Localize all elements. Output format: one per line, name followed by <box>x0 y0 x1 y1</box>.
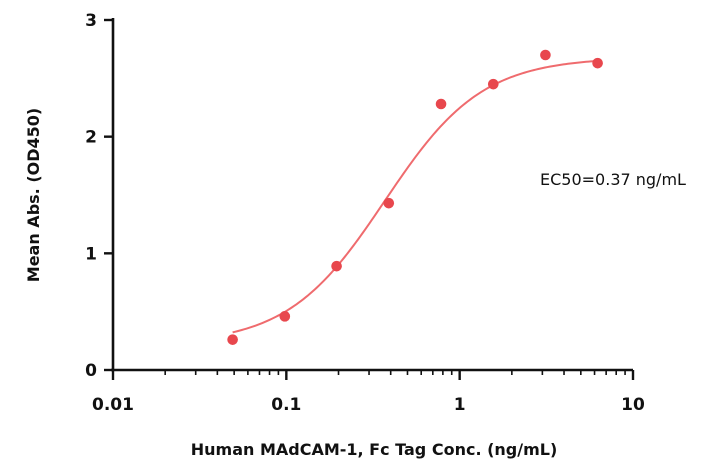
data-point <box>592 57 603 69</box>
x-tick-label: 0.01 <box>92 395 134 415</box>
x-tick-label: 1 <box>454 395 466 415</box>
data-point <box>279 311 291 322</box>
data-points <box>227 49 603 345</box>
y-axis-title: Mean Abs. (OD450) <box>24 108 43 282</box>
data-point <box>487 78 499 90</box>
data-point <box>227 334 238 345</box>
y-tick-label: 1 <box>85 244 97 264</box>
ec50-annotation: EC50=0.37 ng/mL <box>540 170 686 189</box>
fit-curve-layer <box>232 59 598 334</box>
x-tick-label: 10 <box>621 395 645 415</box>
data-point <box>383 197 395 209</box>
x-tick-label: 0.1 <box>271 395 301 415</box>
data-point <box>331 260 342 272</box>
data-point <box>435 98 447 110</box>
axes <box>104 18 635 380</box>
y-tick-label: 3 <box>85 11 97 31</box>
data-point <box>540 49 551 61</box>
tick-labels: 0 1 2 3 0.01 0.1 1 10 <box>85 11 645 415</box>
x-axis-title: Human MAdCAM-1, Fc Tag Conc. (ng/mL) <box>191 440 558 459</box>
y-tick-label: 2 <box>85 128 97 148</box>
fit-curve <box>232 59 598 334</box>
y-tick-label: 0 <box>85 361 97 381</box>
